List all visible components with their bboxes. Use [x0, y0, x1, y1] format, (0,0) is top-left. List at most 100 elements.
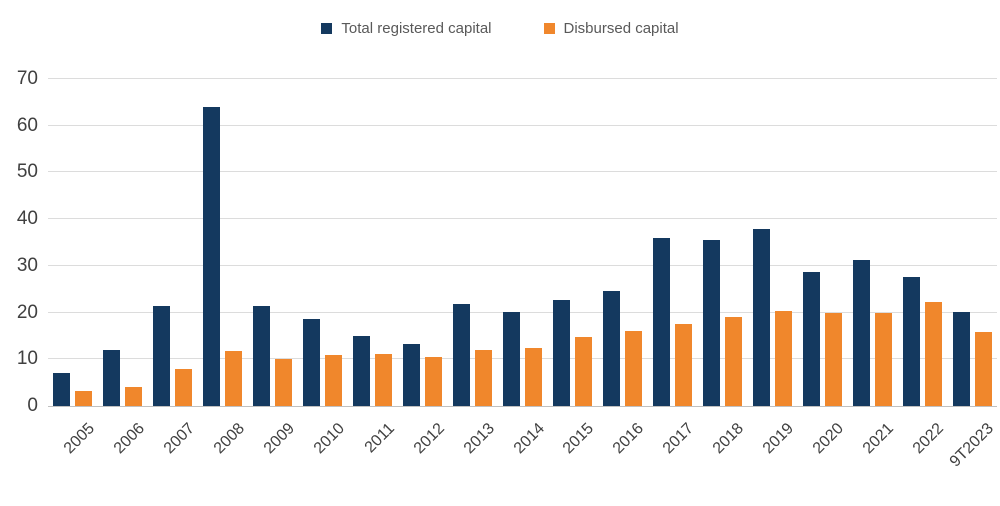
legend-item-registered: Total registered capital [321, 20, 492, 37]
bar-disbursed [874, 313, 892, 406]
x-tick-label: 2015 [560, 420, 598, 458]
bar-group [148, 79, 198, 406]
y-tick-label: 40 [16, 208, 38, 230]
gridline [48, 78, 997, 79]
x-tick-label: 2007 [160, 420, 198, 458]
gridline [48, 124, 997, 126]
bar-group [597, 79, 647, 406]
bar-group [797, 79, 847, 406]
bar-registered [453, 304, 471, 406]
bar-registered [602, 290, 620, 406]
bar-disbursed [225, 350, 243, 406]
y-tick-label: 50 [16, 161, 38, 183]
bar-registered [802, 272, 820, 406]
bar-group [647, 79, 697, 406]
bar-registered [153, 306, 171, 406]
gridline [48, 218, 997, 220]
x-tick-label: 2011 [361, 420, 398, 457]
gridline [48, 171, 997, 173]
y-tick-label: 30 [16, 254, 38, 276]
legend-label-registered: Total registered capital [341, 20, 492, 37]
bar-registered [502, 311, 520, 406]
bar-registered [403, 343, 421, 406]
x-tick-label: 2017 [660, 420, 698, 458]
bar-disbursed [175, 368, 193, 406]
x-tick-label: 2018 [710, 420, 748, 458]
bar-disbursed [125, 386, 143, 406]
legend-swatch-disbursed-icon [543, 23, 555, 34]
bar-registered [253, 305, 271, 406]
y-tick-label: 70 [16, 68, 38, 89]
x-tick-label: 2022 [909, 420, 948, 458]
x-tick-label: 9T2023 [946, 420, 998, 471]
bar-disbursed [325, 354, 343, 406]
bar-disbursed [375, 353, 393, 406]
bar-registered [203, 107, 221, 406]
bar-disbursed [425, 356, 443, 406]
x-tick-label: 2009 [260, 420, 298, 458]
x-axis-line [48, 406, 997, 407]
gridline [48, 311, 997, 313]
bar-group [697, 79, 747, 406]
x-tick-label: 2012 [410, 420, 448, 458]
gridline [48, 264, 997, 266]
bar-registered [902, 276, 920, 406]
bar-disbursed [275, 359, 293, 406]
y-tick-label: 0 [27, 395, 38, 416]
bar-disbursed [924, 301, 942, 406]
x-tick-label: 2006 [110, 420, 148, 458]
bar-disbursed [974, 331, 992, 406]
gridline [48, 358, 997, 360]
bar-disbursed [774, 310, 792, 406]
bar-registered [552, 299, 570, 406]
bar-disbursed [475, 350, 493, 406]
bar-group [198, 79, 248, 406]
bar-disbursed [674, 323, 692, 406]
bar-group [348, 79, 398, 406]
bar-disbursed [724, 316, 742, 406]
bar-group [248, 79, 298, 406]
bar-registered [752, 228, 770, 406]
bar-disbursed [824, 312, 842, 406]
bar-registered [53, 373, 71, 406]
bar-registered [303, 318, 321, 406]
bar-group [547, 79, 597, 406]
x-tick-label: 2008 [210, 420, 248, 458]
y-tick-label: 20 [16, 301, 38, 323]
bar-disbursed [574, 336, 592, 406]
x-tick-label: 2020 [810, 420, 848, 458]
x-tick-label: 2005 [60, 420, 98, 458]
bar-registered [353, 335, 371, 406]
x-tick-label: 2014 [510, 420, 548, 458]
bar-registered [652, 237, 670, 406]
bar-registered [952, 311, 970, 406]
bar-registered [103, 349, 121, 406]
bar-group [847, 79, 897, 406]
bar-registered [852, 259, 870, 406]
bar-group [398, 79, 448, 406]
bar-group [298, 79, 348, 406]
bar-group [747, 79, 797, 406]
x-tick-label: 2019 [760, 420, 798, 458]
bar-group [448, 79, 498, 406]
plot-area [48, 78, 997, 407]
legend-label-disbursed: Disbursed capital [563, 20, 679, 37]
bar-group [48, 79, 98, 406]
bar-disbursed [524, 347, 542, 406]
bar-disbursed [624, 331, 642, 406]
x-tick-label: 2010 [310, 420, 348, 458]
x-tick-label: 2016 [610, 420, 648, 458]
y-tick-label: 10 [16, 348, 38, 370]
bar-group [897, 79, 947, 406]
bar-registered [702, 240, 720, 406]
bar-disbursed [75, 390, 93, 406]
x-tick-label: 2021 [859, 420, 898, 458]
legend-swatch-registered-icon [321, 23, 333, 34]
chart-legend: Total registered capital Disbursed capit… [0, 20, 1000, 37]
legend-item-disbursed: Disbursed capital [543, 20, 679, 37]
bar-group [498, 79, 548, 406]
bar-group [947, 79, 997, 406]
y-tick-label: 60 [16, 114, 38, 136]
x-tick-label: 2013 [460, 420, 498, 458]
